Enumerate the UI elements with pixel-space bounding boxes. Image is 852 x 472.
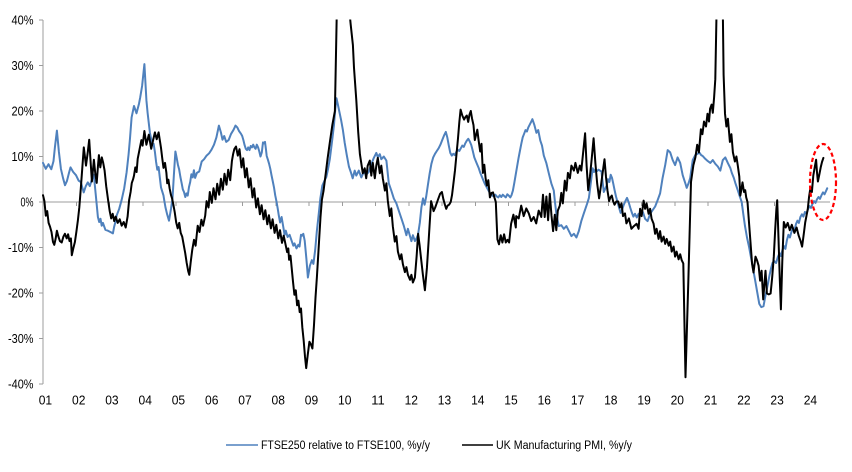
svg-text:02: 02 — [72, 393, 85, 408]
svg-text:-40%: -40% — [8, 377, 34, 392]
svg-text:10%: 10% — [12, 149, 34, 164]
svg-text:04: 04 — [139, 393, 152, 408]
svg-text:07: 07 — [238, 393, 251, 408]
svg-text:03: 03 — [105, 393, 118, 408]
svg-text:22: 22 — [737, 393, 750, 408]
svg-text:UK Manufacturing PMI, %y/y: UK Manufacturing PMI, %y/y — [496, 440, 632, 452]
svg-text:12: 12 — [405, 393, 418, 408]
svg-text:21: 21 — [704, 393, 717, 408]
svg-text:14: 14 — [471, 393, 484, 408]
svg-text:0%: 0% — [21, 195, 34, 210]
svg-text:08: 08 — [272, 393, 285, 408]
svg-text:15: 15 — [504, 393, 517, 408]
svg-text:20%: 20% — [12, 104, 34, 119]
svg-text:FTSE250 relative to FTSE100, %: FTSE250 relative to FTSE100, %y/y — [261, 440, 430, 452]
svg-text:17: 17 — [571, 393, 584, 408]
svg-text:20: 20 — [671, 393, 684, 408]
svg-text:05: 05 — [172, 393, 185, 408]
svg-text:23: 23 — [770, 393, 783, 408]
svg-text:24: 24 — [804, 393, 817, 408]
svg-text:30%: 30% — [12, 58, 34, 73]
svg-text:09: 09 — [305, 393, 318, 408]
svg-text:10: 10 — [338, 393, 351, 408]
svg-text:-10%: -10% — [8, 240, 34, 255]
svg-text:06: 06 — [205, 393, 218, 408]
svg-text:11: 11 — [371, 393, 384, 408]
svg-text:13: 13 — [438, 393, 451, 408]
svg-text:01: 01 — [39, 393, 52, 408]
svg-text:19: 19 — [637, 393, 650, 408]
svg-text:16: 16 — [538, 393, 551, 408]
svg-text:-20%: -20% — [8, 286, 34, 301]
svg-text:40%: 40% — [12, 13, 34, 28]
svg-text:-30%: -30% — [8, 331, 34, 346]
svg-text:18: 18 — [604, 393, 617, 408]
